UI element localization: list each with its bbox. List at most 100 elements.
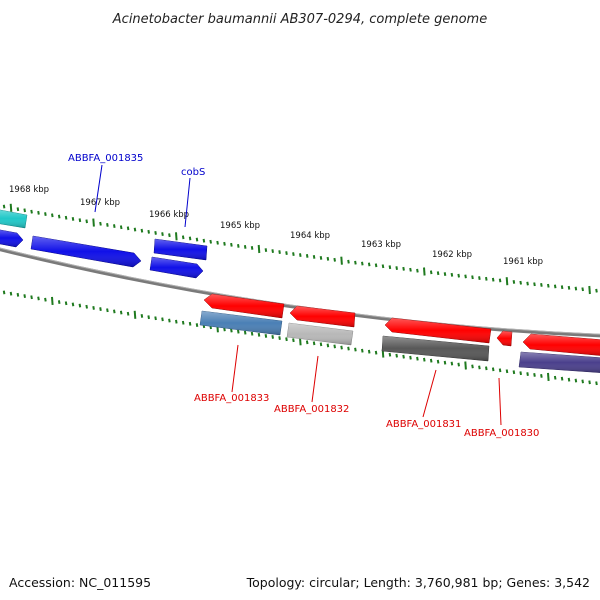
minor-tick (250, 331, 254, 336)
minor-tick (257, 332, 261, 337)
minor-tick (533, 282, 536, 287)
minor-tick (147, 315, 150, 320)
minor-tick (168, 233, 171, 238)
kbp-label: 1963 kbp (361, 240, 401, 250)
minor-tick (312, 341, 316, 346)
minor-tick (498, 368, 502, 373)
minor-tick (99, 221, 102, 226)
major-tick (51, 296, 54, 305)
minor-tick (409, 267, 412, 272)
major-tick (340, 256, 343, 265)
minor-tick (423, 357, 426, 362)
minor-tick (312, 255, 316, 259)
gene-label-ABBFA_001832[interactable]: ABBFA_001832 (274, 404, 349, 415)
gene-label-ABBFA_001830[interactable]: ABBFA_001830 (464, 428, 539, 439)
minor-tick (567, 377, 571, 382)
minor-tick (574, 286, 578, 291)
minor-tick (78, 303, 82, 308)
minor-tick (126, 226, 130, 231)
minor-tick (436, 359, 440, 364)
minor-tick (361, 261, 364, 266)
minor-tick (30, 295, 33, 300)
major-tick (505, 277, 509, 286)
gene-label-cobS[interactable]: cobS (181, 167, 205, 178)
minor-tick (305, 340, 309, 345)
minor-tick (450, 361, 454, 366)
minor-tick (126, 311, 130, 316)
minor-tick (567, 285, 571, 290)
minor-tick (533, 373, 536, 377)
minor-tick (285, 251, 288, 255)
minor-tick (299, 253, 302, 257)
kbp-label: 1968 kbp (9, 185, 49, 195)
minor-tick (354, 260, 357, 265)
minor-tick (491, 277, 495, 282)
minor-tick (560, 285, 564, 290)
minor-tick (367, 349, 371, 354)
kbp-label: 1964 kbp (290, 231, 330, 241)
minor-tick (44, 297, 47, 302)
minor-tick (429, 270, 433, 275)
minor-tick (443, 360, 447, 365)
minor-tick (223, 241, 226, 246)
minor-tick (512, 370, 516, 375)
minor-tick (16, 207, 20, 212)
minor-tick (595, 381, 598, 386)
map-title: Acinetobacter baumannii AB307-0294, comp… (112, 12, 487, 27)
minor-tick (374, 350, 378, 355)
minor-tick (209, 239, 212, 244)
minor-tick (195, 237, 199, 242)
accession-text: Accession: NC_011595 (9, 575, 151, 590)
kbp-label: 1966 kbp (149, 210, 189, 220)
minor-tick (292, 338, 295, 343)
minor-tick (347, 259, 350, 264)
major-tick (588, 285, 591, 295)
minor-tick (140, 314, 144, 318)
genome-summary-text: Topology: circular; Length: 3,760,981 bp… (246, 575, 590, 590)
gene-label-ABBFA_001833[interactable]: ABBFA_001833 (194, 393, 269, 404)
minor-tick (92, 306, 95, 310)
gene-label-ABBFA_001835[interactable]: ABBFA_001835 (68, 153, 143, 164)
minor-tick (78, 218, 82, 223)
minor-tick (161, 232, 164, 236)
minor-tick (374, 263, 378, 268)
kbp-label: 1962 kbp (432, 250, 472, 260)
minor-tick (71, 217, 75, 221)
minor-tick (540, 283, 543, 287)
minor-tick (333, 257, 336, 262)
minor-tick (99, 307, 102, 311)
minor-tick (526, 372, 529, 376)
minor-tick (2, 290, 6, 295)
minor-tick (237, 329, 240, 334)
major-tick (175, 232, 178, 241)
minor-tick (581, 287, 584, 292)
minor-tick (333, 344, 336, 349)
minor-tick (57, 214, 61, 219)
minor-tick (560, 376, 564, 381)
minor-tick (402, 354, 405, 359)
minor-tick (230, 328, 233, 333)
minor-tick (271, 249, 274, 253)
minor-tick (154, 316, 157, 321)
major-tick (133, 310, 137, 319)
minor-tick (2, 204, 6, 209)
minor-tick (106, 223, 109, 227)
minor-tick (71, 302, 75, 307)
minor-tick (285, 337, 288, 342)
major-tick (9, 203, 13, 212)
minor-tick (85, 219, 88, 224)
minor-tick (381, 264, 385, 269)
major-tick (257, 244, 261, 254)
minor-tick (485, 366, 488, 371)
kbp-label: 1967 kbp (80, 198, 120, 208)
minor-tick (37, 210, 40, 215)
minor-tick (51, 213, 54, 218)
gene-label-ABBFA_001831[interactable]: ABBFA_001831 (386, 419, 461, 430)
minor-tick (305, 254, 309, 258)
minor-tick (581, 379, 584, 384)
minor-tick (416, 356, 419, 361)
minor-tick (133, 227, 137, 232)
minor-tick (478, 365, 481, 370)
minor-tick (547, 283, 550, 288)
minor-tick (367, 262, 371, 267)
